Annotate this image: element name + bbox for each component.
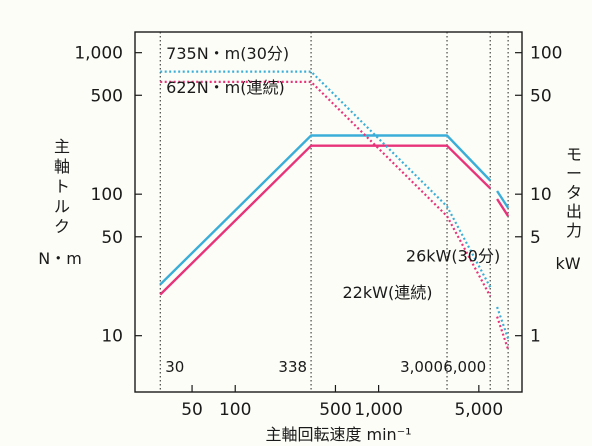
y-right-title-part-1: ー (566, 164, 582, 183)
x-tick-label-0: 50 (181, 400, 203, 420)
series-line-2-1 (496, 306, 510, 340)
vertical-marker-label-3: 6,000 (443, 358, 486, 376)
y-right-tick-label-0: 100 (530, 44, 562, 64)
y-left-tick-label-2: 100 (91, 185, 123, 205)
plot-frame (134, 31, 523, 393)
y-left-title-part-4: ク (54, 217, 70, 236)
x-axis-title: 主軸回転速度 min⁻¹ (265, 425, 411, 444)
x-tick-label-4: 5,000 (454, 400, 503, 420)
series-line-2-0 (160, 70, 492, 288)
series-line-1-0 (159, 144, 492, 296)
y-left-tick-label-1: 500 (91, 86, 123, 106)
vertical-marker-label-2: 3,000 (400, 358, 443, 376)
y-left-title-part-2: ト (54, 177, 70, 196)
series-line-1-1 (496, 198, 510, 217)
y-right-tick-label-3: 5 (530, 228, 541, 248)
y-left-tick-label-4: 10 (101, 327, 123, 347)
annotation-0: 735N・m(30分) (166, 44, 289, 63)
y-right-title-part-5: kW (555, 254, 580, 273)
y-left-tick-label-3: 50 (101, 228, 123, 248)
y-right-tick-label-1: 50 (530, 86, 552, 106)
vertical-marker-label-1: 338 (278, 358, 307, 376)
series-line-0-0 (159, 134, 492, 286)
annotation-3: 22kW(連続) (343, 283, 433, 302)
y-right-tick-label-2: 10 (530, 185, 552, 205)
y-right-title-part-2: タ (566, 183, 582, 202)
series-line-3-0 (160, 80, 492, 297)
y-right-title-part-3: 出 (566, 202, 582, 221)
y-right-title-part-4: 力 (566, 221, 582, 240)
annotation-1: 622N・m(連続) (166, 78, 285, 97)
y-left-title-part-1: 軸 (54, 157, 70, 176)
x-tick-label-2: 500 (319, 400, 351, 420)
y-left-tick-label-0: 1,000 (74, 44, 123, 64)
y-right-title-part-0: モ (566, 145, 582, 164)
y-left-title-part-0: 主 (54, 137, 70, 156)
annotation-2: 26kW(30分) (406, 246, 500, 265)
y-left-title-part-3: ル (54, 197, 70, 216)
x-tick-label-1: 100 (219, 400, 251, 420)
series-line-0-1 (496, 190, 510, 209)
vertical-marker-label-0: 30 (165, 358, 184, 376)
series-line-3-1 (496, 316, 510, 350)
x-tick-label-3: 1,000 (354, 400, 403, 420)
y-left-title-part-5: N・m (38, 249, 82, 268)
y-right-tick-label-4: 1 (530, 327, 541, 347)
